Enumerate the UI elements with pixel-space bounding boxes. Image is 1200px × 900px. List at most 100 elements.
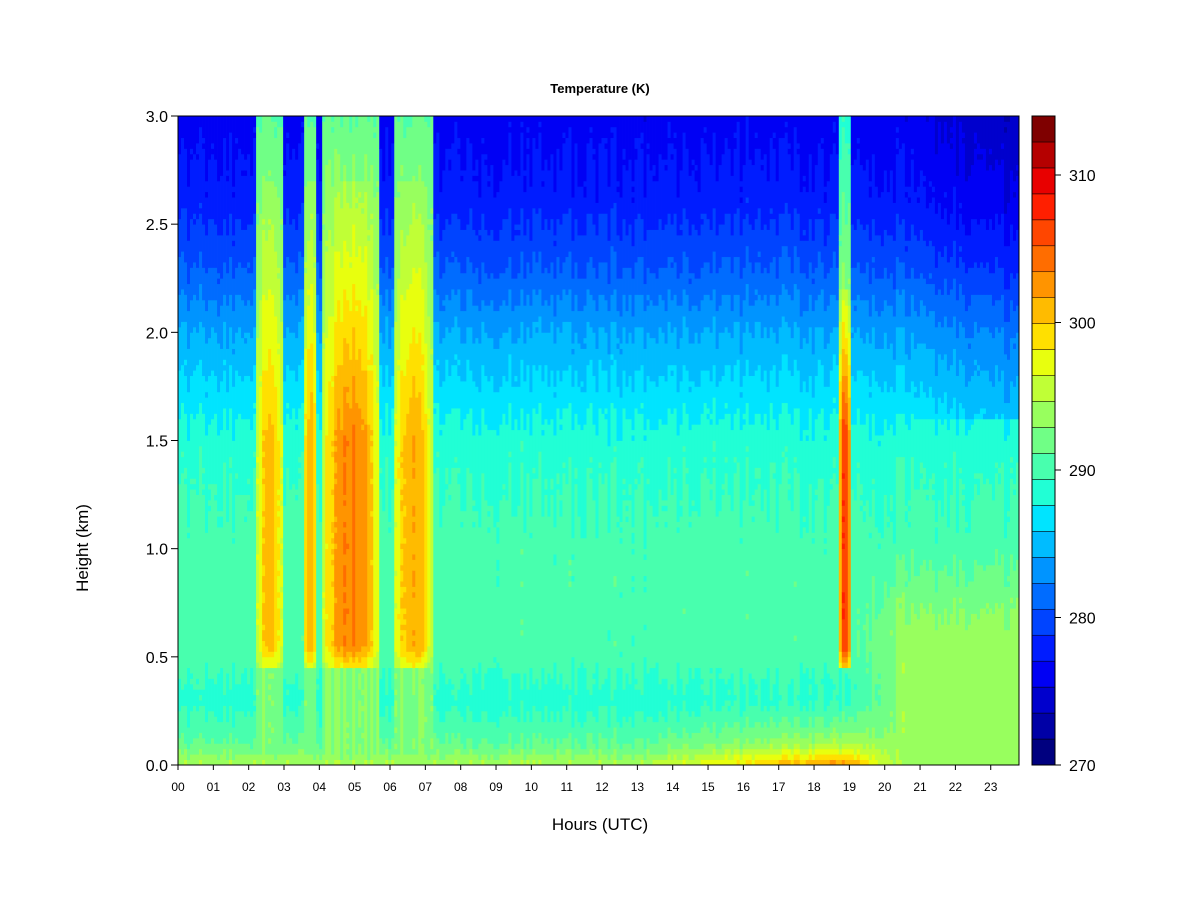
heatmap-cell — [832, 326, 837, 355]
heatmap-cell — [490, 667, 494, 723]
heatmap-cell — [556, 148, 560, 220]
heatmap-cell — [199, 402, 203, 447]
heatmap-cell — [940, 570, 945, 625]
heatmap-cell — [700, 137, 705, 214]
heatmap-cell — [514, 386, 518, 420]
heatmap-cell — [613, 445, 617, 452]
heatmap-cell — [715, 759, 720, 766]
heatmap-cell — [988, 564, 993, 609]
heatmap-cell — [223, 370, 227, 409]
heatmap-cell — [907, 316, 912, 360]
heatmap-cell — [964, 586, 969, 631]
heatmap-cell — [844, 732, 849, 744]
heatmap-cell — [664, 381, 668, 425]
heatmap-cell — [859, 116, 864, 166]
heatmap-cell — [793, 126, 798, 209]
heatmap-cell — [529, 305, 533, 339]
heatmap-cell — [946, 413, 951, 431]
heatmap-cell — [226, 429, 230, 523]
heatmap-cell — [184, 321, 188, 360]
heatmap-cell — [820, 148, 825, 220]
heatmap-cell — [871, 256, 876, 263]
heatmap-cell — [682, 207, 686, 252]
heatmap-cell — [274, 121, 278, 128]
heatmap-cell — [502, 375, 506, 414]
heatmap-cell — [451, 143, 455, 214]
heatmap-cell — [718, 305, 723, 333]
heatmap-cell — [361, 429, 365, 647]
heatmap-cell — [358, 673, 362, 690]
heatmap-cell — [640, 256, 644, 295]
heatmap-cell — [751, 164, 756, 230]
heatmap-cell — [703, 754, 708, 760]
heatmap-cell — [568, 570, 572, 577]
heatmap-cell — [394, 608, 398, 652]
heatmap-cell — [367, 229, 371, 236]
heatmap-cell — [469, 710, 473, 739]
heatmap-cell — [391, 489, 395, 690]
heatmap-cell — [355, 359, 359, 404]
heatmap-cell — [397, 456, 401, 463]
heatmap-cell — [595, 116, 599, 203]
heatmap-cell — [832, 748, 837, 755]
heatmap-cell — [577, 234, 581, 279]
heatmap-cell — [919, 602, 924, 766]
heatmap-cell — [991, 229, 996, 274]
heatmap-cell — [997, 116, 1002, 166]
heatmap-cell — [601, 326, 605, 371]
heatmap-cell — [817, 207, 822, 214]
heatmap-cell — [652, 759, 656, 766]
heatmap-cell — [292, 408, 296, 485]
heatmap-cell — [196, 143, 200, 155]
heatmap-cell — [595, 202, 599, 236]
heatmap-cell — [568, 559, 572, 566]
heatmap-cell — [892, 316, 897, 360]
heatmap-cell — [193, 489, 197, 690]
heatmap-cell — [271, 656, 275, 669]
heatmap-cell — [607, 353, 611, 393]
heatmap-cell — [388, 234, 392, 279]
heatmap-cell — [838, 667, 843, 712]
heatmap-cell — [808, 262, 813, 295]
heatmap-cell — [448, 483, 452, 495]
heatmap-cell — [481, 299, 485, 322]
heatmap-cell — [307, 651, 311, 663]
heatmap-cell — [778, 116, 783, 139]
heatmap-cell — [334, 548, 338, 598]
heatmap-cell — [442, 424, 446, 506]
heatmap-cell — [655, 180, 659, 230]
heatmap-cell — [901, 727, 906, 733]
heatmap-cell — [787, 759, 792, 766]
heatmap-cell — [289, 737, 293, 755]
heatmap-cell — [598, 408, 602, 463]
heatmap-cell — [568, 321, 572, 366]
heatmap-cell — [205, 662, 209, 723]
heatmap-cell — [511, 748, 515, 755]
heatmap-cell — [754, 116, 759, 133]
heatmap-cell — [565, 213, 569, 258]
heatmap-cell — [871, 489, 876, 577]
heatmap-cell — [835, 364, 840, 414]
heatmap-cell — [832, 727, 837, 739]
heatmap-cell — [928, 180, 933, 187]
heatmap-cell — [964, 629, 969, 766]
heatmap-cell — [223, 748, 227, 766]
heatmap-cell — [856, 218, 861, 263]
heatmap-cell — [400, 499, 404, 512]
heatmap-cell — [952, 597, 957, 766]
heatmap-cell — [943, 197, 948, 209]
heatmap-cell — [229, 116, 233, 133]
heatmap-cell — [271, 121, 275, 182]
heatmap-cell — [826, 748, 831, 755]
heatmap-cell — [709, 299, 714, 333]
heatmap-cell — [748, 116, 753, 160]
heatmap-cell — [634, 489, 638, 679]
heatmap-cell — [706, 370, 711, 409]
x-tick-label: 11 — [560, 780, 573, 794]
heatmap-cell — [913, 191, 918, 236]
heatmap-cell — [667, 364, 671, 409]
heatmap-cell — [451, 754, 455, 766]
heatmap-cell — [217, 283, 221, 317]
heatmap-cell — [448, 413, 452, 485]
heatmap-cell — [541, 332, 545, 382]
